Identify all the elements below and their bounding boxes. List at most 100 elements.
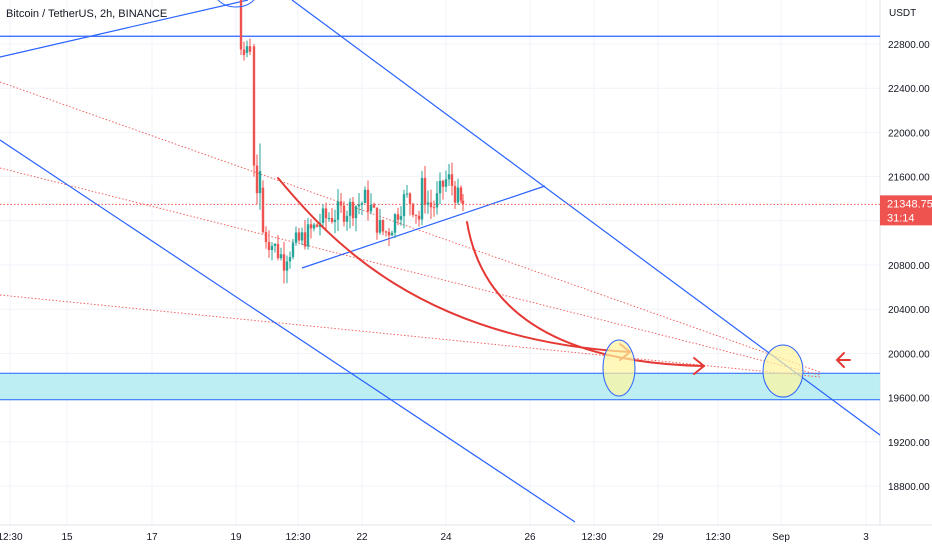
candle-body bbox=[453, 185, 457, 203]
chart-grid bbox=[0, 0, 932, 526]
candle-body bbox=[405, 193, 409, 195]
candle-body bbox=[354, 206, 358, 219]
candle-body bbox=[242, 49, 246, 56]
candle-body bbox=[438, 180, 442, 194]
candle-body bbox=[447, 174, 451, 180]
candle-body bbox=[399, 216, 403, 220]
projection-arrow-secondary-head bbox=[693, 357, 706, 375]
last-price-badge: 21348.75 31:14 bbox=[880, 195, 932, 226]
candle-body bbox=[450, 174, 454, 186]
candle-body bbox=[426, 202, 430, 205]
y-tick-label: 19200.00 bbox=[888, 438, 930, 449]
candle-body bbox=[441, 180, 445, 187]
candle-body bbox=[378, 219, 382, 233]
candle-body bbox=[402, 194, 406, 217]
top-circle-marker bbox=[217, 0, 255, 8]
candle-body bbox=[393, 214, 397, 233]
candle-body bbox=[387, 231, 391, 236]
y-axis: 22800.0022400.0022000.0021600.0021200.00… bbox=[888, 40, 930, 493]
candle-body bbox=[461, 200, 465, 205]
candle-body bbox=[435, 193, 439, 208]
candle-body bbox=[414, 214, 418, 216]
x-tick-label: 22 bbox=[356, 532, 368, 543]
candle-body bbox=[288, 257, 292, 262]
left-pointing-arrow bbox=[835, 352, 851, 368]
candle-body bbox=[432, 207, 436, 209]
target-circle-right[interactable] bbox=[762, 344, 804, 398]
y-tick-label: 18800.00 bbox=[888, 482, 930, 493]
candle-body bbox=[312, 224, 316, 229]
candle-body bbox=[321, 208, 325, 223]
support-trendline bbox=[301, 185, 546, 269]
candle-body bbox=[411, 203, 415, 215]
bar-countdown: 31:14 bbox=[887, 212, 915, 224]
candle-body bbox=[258, 171, 262, 194]
candle-body bbox=[239, 0, 243, 50]
candle-body bbox=[369, 204, 373, 212]
candle-body bbox=[273, 243, 277, 246]
candle-body bbox=[303, 232, 307, 247]
projection-arrows[interactable] bbox=[277, 177, 851, 375]
candle-body bbox=[459, 187, 463, 201]
support-zone[interactable] bbox=[0, 373, 880, 400]
y-tick-label: 20400.00 bbox=[888, 305, 930, 316]
candle-body bbox=[245, 46, 249, 53]
candle-body bbox=[375, 207, 379, 233]
candle-body bbox=[345, 215, 349, 222]
candle-body bbox=[444, 179, 448, 187]
candle-body bbox=[396, 214, 400, 220]
x-axis: 12:30 15 17 19 12:30 22 24 26 12:30 29 12:30 Sep 3 bbox=[0, 532, 869, 543]
candle-body bbox=[348, 201, 352, 216]
target-circle-left[interactable] bbox=[602, 339, 636, 397]
candle-body bbox=[429, 202, 433, 208]
candle-body bbox=[423, 177, 427, 205]
y-axis-unit: USDT bbox=[889, 8, 916, 19]
projection-arrow-secondary bbox=[466, 221, 704, 367]
candle-body bbox=[420, 177, 424, 220]
candle-body bbox=[267, 242, 271, 251]
trend-lines[interactable] bbox=[0, 0, 881, 523]
candle-body bbox=[315, 224, 319, 227]
candle-body bbox=[390, 232, 394, 236]
y-tick-label: 19600.00 bbox=[888, 394, 930, 405]
x-tick-label: 24 bbox=[440, 532, 452, 543]
candle-body bbox=[360, 202, 364, 205]
candle-body bbox=[282, 254, 286, 271]
x-tick-label: 12:30 bbox=[581, 532, 606, 543]
y-tick-label: 20800.00 bbox=[888, 261, 930, 272]
candle-body bbox=[276, 243, 280, 259]
y-tick-label: 20000.00 bbox=[888, 349, 930, 360]
y-tick-label: 22000.00 bbox=[888, 128, 930, 139]
candle-body bbox=[309, 224, 313, 229]
fan-line bbox=[0, 167, 821, 376]
candle-body bbox=[306, 224, 310, 247]
candle-body bbox=[384, 231, 388, 233]
candle-body bbox=[339, 201, 343, 206]
candle-body bbox=[456, 187, 460, 203]
candle-body bbox=[330, 218, 334, 222]
fan-line bbox=[0, 81, 821, 373]
x-tick-label: 12:30 bbox=[0, 532, 23, 543]
last-price-value: 21348.75 bbox=[887, 198, 932, 210]
candle-body bbox=[327, 218, 331, 220]
x-tick-label: 19 bbox=[230, 532, 242, 543]
candle-body bbox=[336, 201, 340, 220]
x-tick-label: 26 bbox=[524, 532, 536, 543]
candle-body bbox=[366, 189, 370, 212]
candle-body bbox=[255, 165, 259, 194]
candle-body bbox=[248, 46, 252, 52]
candlesticks bbox=[239, 0, 465, 284]
x-tick-label: 15 bbox=[61, 532, 73, 543]
projection-arrow-main bbox=[277, 177, 631, 353]
candle-body bbox=[285, 261, 289, 271]
candle-body bbox=[333, 219, 337, 222]
candle-body bbox=[279, 254, 283, 259]
x-tick-label: 12:30 bbox=[705, 532, 730, 543]
y-tick-label: 22400.00 bbox=[888, 84, 930, 95]
candle-body bbox=[351, 201, 355, 219]
candle-body bbox=[264, 232, 268, 243]
candle-body bbox=[357, 204, 361, 207]
x-tick-label: Sep bbox=[772, 532, 790, 543]
candle-body bbox=[324, 208, 328, 219]
